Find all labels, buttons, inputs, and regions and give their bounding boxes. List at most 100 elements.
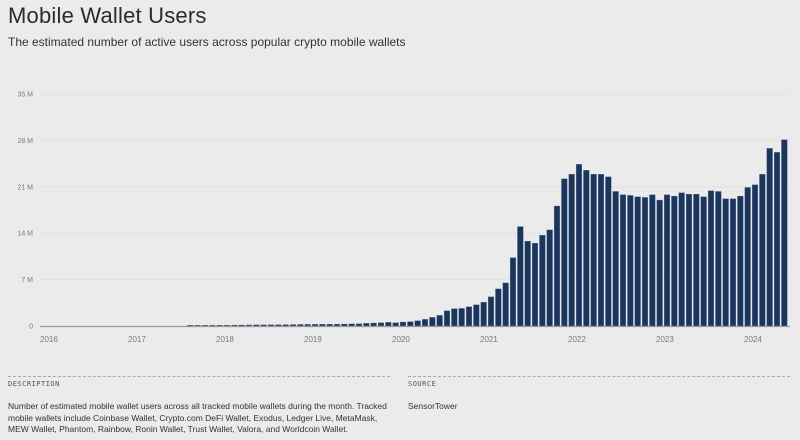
- bar: [348, 323, 355, 327]
- description-label: DESCRIPTION: [8, 380, 60, 388]
- x-tick-label: 2020: [392, 335, 410, 344]
- bar: [377, 322, 385, 327]
- bar: [590, 174, 597, 327]
- bar: [465, 306, 473, 327]
- bar: [392, 322, 399, 327]
- bar: [487, 296, 495, 327]
- bar: [282, 324, 289, 327]
- bar: [245, 324, 253, 327]
- bar: [722, 198, 729, 327]
- bar: [436, 315, 443, 327]
- bar: [612, 191, 619, 327]
- bar: [583, 170, 590, 327]
- chart-subtitle: The estimated number of active users acr…: [8, 35, 406, 49]
- bar: [597, 174, 605, 327]
- x-tick-label: 2019: [304, 335, 322, 344]
- bar: [443, 310, 451, 327]
- bar: [693, 193, 700, 327]
- bar: [619, 194, 627, 327]
- bar: [531, 242, 539, 327]
- y-axis: 0 7 M 14 M 21 M 28 M 35 M: [17, 92, 33, 331]
- bar: [429, 317, 436, 327]
- y-tick-label: 35 M: [17, 92, 33, 99]
- bar: [473, 304, 480, 327]
- y-tick-label: 0: [29, 324, 33, 331]
- bar: [671, 195, 678, 327]
- bar: [707, 190, 715, 327]
- source-label: SOURCE: [408, 380, 437, 388]
- bar: [546, 229, 553, 327]
- bar: [729, 198, 737, 327]
- x-tick-label: 2017: [128, 335, 146, 344]
- bar: [685, 193, 693, 327]
- bar: [311, 324, 319, 327]
- bar: [605, 176, 612, 327]
- chart-title: Mobile Wallet Users: [8, 3, 207, 28]
- bar: [678, 192, 685, 327]
- bar: [260, 324, 267, 327]
- bar: [700, 196, 707, 327]
- bar: [524, 241, 531, 327]
- bar: [267, 324, 275, 327]
- bar: [517, 226, 524, 327]
- bar: [355, 323, 363, 327]
- bar: [399, 321, 407, 327]
- bar: [304, 324, 311, 327]
- bar: [253, 324, 260, 327]
- bar: [509, 257, 517, 327]
- bar: [744, 187, 751, 327]
- bar: [458, 308, 465, 327]
- bar: [663, 194, 671, 327]
- source-text: SensorTower: [408, 401, 458, 411]
- bar: [766, 148, 773, 327]
- bar: [319, 324, 326, 327]
- x-tick-label: 2016: [40, 335, 58, 344]
- bar: [414, 320, 421, 327]
- x-tick-label: 2022: [568, 335, 586, 344]
- bar: [539, 235, 546, 327]
- description-text: Number of estimated mobile wallet users …: [8, 401, 387, 434]
- bar: [759, 174, 766, 327]
- bar: [421, 319, 429, 327]
- bar: [333, 323, 341, 327]
- bar: [370, 322, 377, 327]
- bar: [407, 321, 414, 327]
- bar: [326, 324, 333, 327]
- bar: [561, 178, 568, 327]
- bar: [627, 195, 634, 327]
- bar: [289, 324, 297, 327]
- y-tick-label: 28 M: [17, 138, 33, 145]
- bar: [297, 324, 304, 327]
- description-section: DESCRIPTION Number of estimated mobile w…: [8, 376, 390, 436]
- bar: [341, 323, 348, 327]
- x-tick-label: 2018: [216, 335, 234, 344]
- bar: [634, 196, 641, 327]
- bar: [715, 191, 722, 327]
- bar: [773, 152, 781, 327]
- bar: [649, 194, 656, 327]
- bar: [641, 197, 649, 327]
- source-section: SOURCE SensorTower: [408, 376, 790, 413]
- bar: [737, 195, 744, 327]
- y-tick-label: 7 M: [21, 277, 33, 284]
- bar: [575, 164, 583, 327]
- bar: [495, 288, 502, 327]
- x-axis: 2016 2017 2018 2019 2020 2021 2022 2023 2024: [40, 335, 762, 344]
- bar: [502, 282, 509, 327]
- x-tick-label: 2021: [480, 335, 498, 344]
- y-tick-label: 14 M: [17, 231, 33, 238]
- bar: [553, 205, 561, 327]
- bar: [781, 139, 788, 327]
- bar: [568, 174, 575, 327]
- y-tick-label: 21 M: [17, 184, 33, 191]
- x-tick-label: 2024: [744, 335, 762, 344]
- grid-lines: [40, 93, 790, 281]
- bar-chart: 0 7 M 14 M 21 M 28 M 35 M 2016 2017 2018 2019 202…: [17, 92, 790, 344]
- bar: [275, 324, 282, 327]
- bar: [656, 199, 663, 327]
- bar: [480, 301, 487, 327]
- x-tick-label: 2023: [656, 335, 674, 344]
- bar: [363, 323, 370, 327]
- bar: [751, 184, 759, 327]
- bar: [451, 308, 458, 327]
